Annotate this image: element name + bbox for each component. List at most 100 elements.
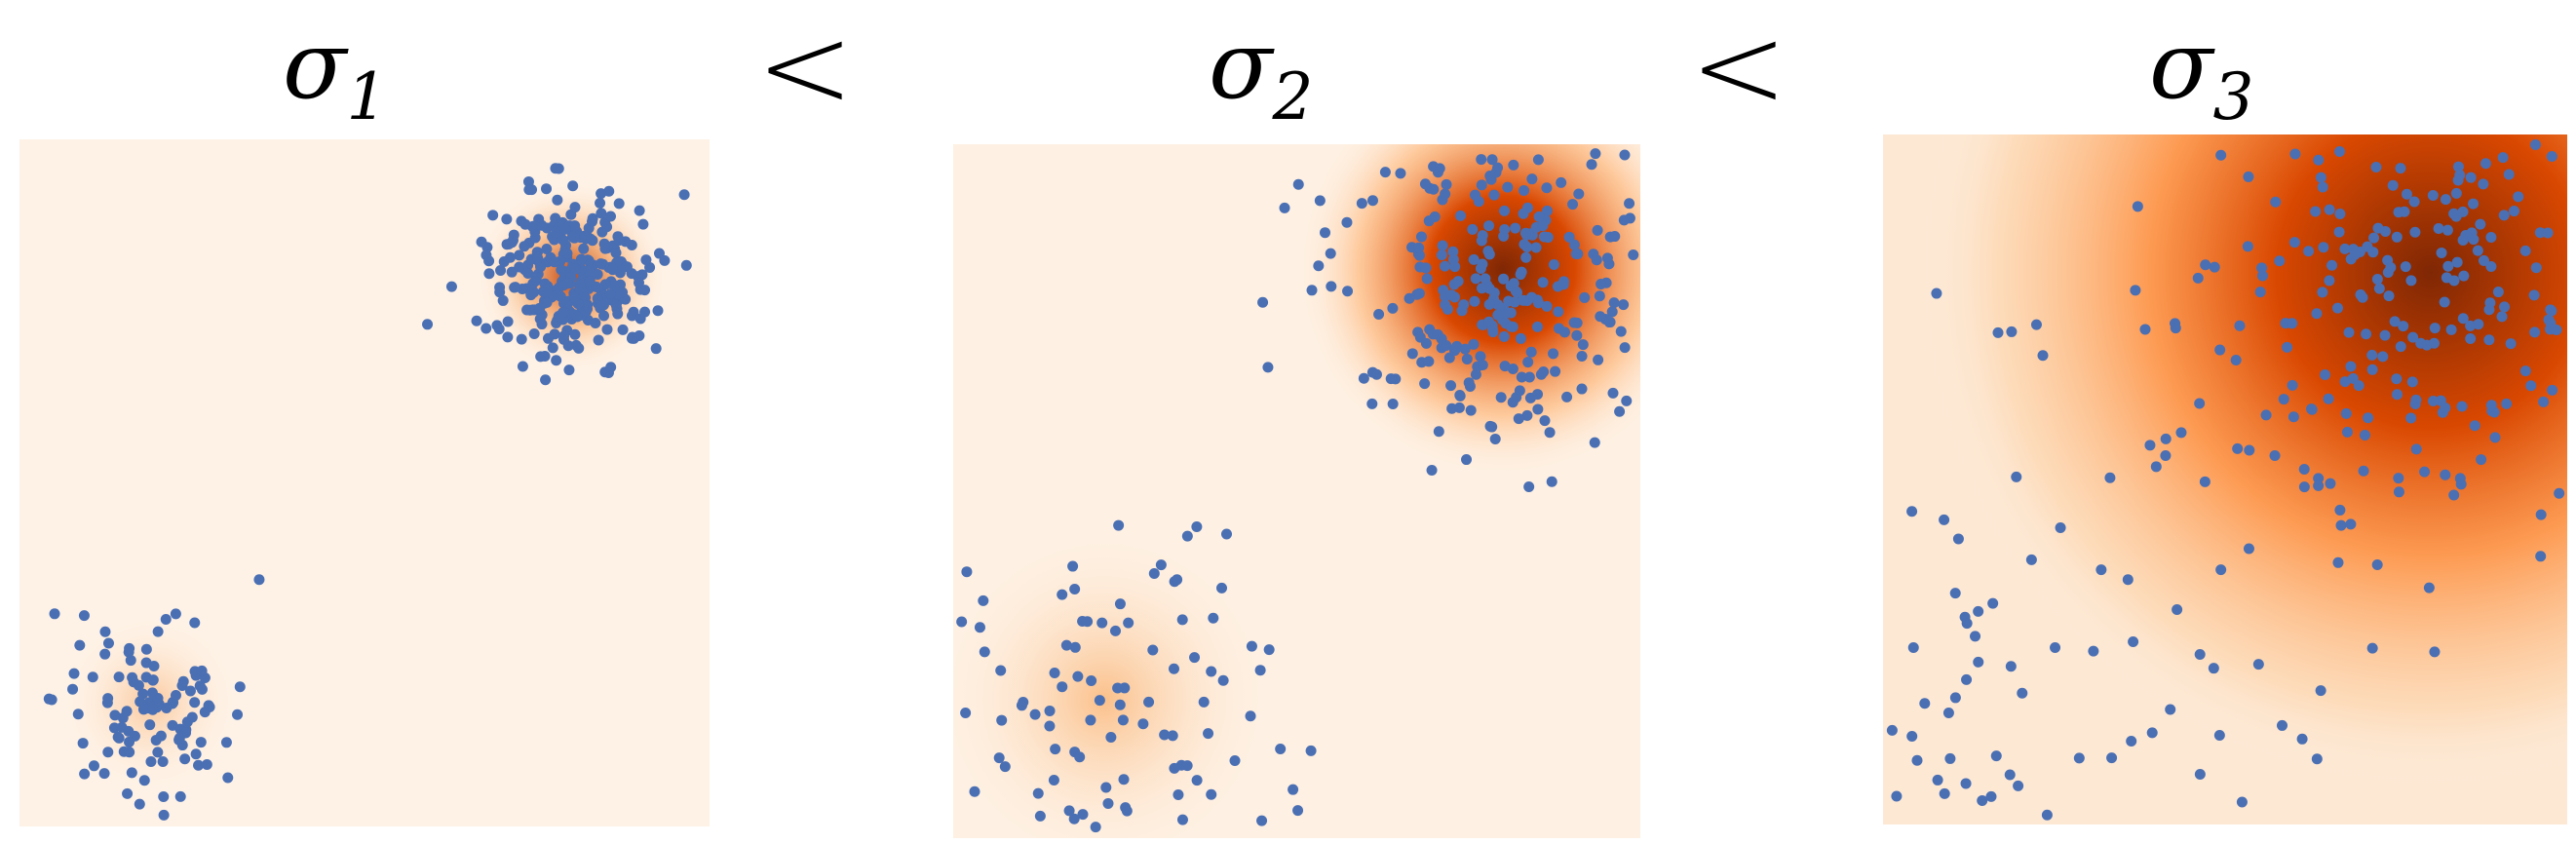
sample-point: [1576, 350, 1588, 362]
sample-point: [652, 305, 664, 317]
sample-point: [1510, 222, 1521, 234]
sample-point: [113, 732, 125, 744]
sample-point: [578, 243, 590, 254]
sample-point: [1257, 296, 1269, 308]
sample-point: [541, 243, 553, 254]
sample-point: [1931, 287, 1942, 299]
sample-point: [1406, 348, 1418, 360]
sample-point: [547, 231, 558, 243]
sample-point: [72, 709, 84, 720]
sample-point: [2406, 376, 2418, 388]
sample-point: [1932, 774, 1943, 786]
sample-point: [2441, 224, 2453, 236]
sample-point: [1541, 300, 1553, 312]
sample-point: [1499, 361, 1511, 372]
sample-point: [190, 748, 202, 760]
sample-point: [1403, 292, 1415, 304]
sample-point: [2483, 304, 2495, 316]
sample-point: [595, 258, 606, 270]
sample-point: [1206, 788, 1217, 800]
sample-point: [2050, 642, 2061, 654]
sample-point: [1172, 574, 1183, 586]
sample-point: [617, 287, 629, 298]
sample-point: [2243, 543, 2254, 555]
sample-point: [519, 218, 531, 230]
sample-point: [2017, 687, 2028, 699]
sample-point: [67, 683, 79, 695]
sample-point: [1526, 173, 1538, 185]
sample-point: [126, 767, 137, 779]
sample-point: [1539, 415, 1551, 427]
sample-point: [1254, 665, 1266, 676]
sample-point: [2073, 752, 2085, 764]
sample-point: [607, 264, 619, 276]
sample-point: [610, 247, 622, 258]
sample-point: [140, 643, 152, 655]
sample-point: [1420, 337, 1432, 349]
sample-point: [1470, 273, 1481, 285]
sample-point: [99, 626, 111, 637]
sample-point: [1074, 751, 1086, 763]
sample-point: [1325, 248, 1336, 259]
sample-point: [1385, 373, 1397, 385]
sample-point: [2457, 313, 2469, 325]
sample-point: [2343, 326, 2355, 338]
sample-point: [2448, 208, 2460, 219]
sample-point: [610, 299, 622, 311]
sample-point: [128, 676, 139, 688]
sample-point: [603, 185, 615, 197]
sample-point: [1603, 258, 1615, 270]
sample-point: [563, 364, 575, 376]
sample-point: [1579, 291, 1591, 303]
sample-point: [979, 646, 990, 658]
sample-point: [2451, 256, 2463, 268]
sample-point: [2288, 237, 2300, 249]
sample-point: [124, 642, 135, 654]
sample-point: [1176, 814, 1188, 825]
sample-point: [2359, 429, 2370, 441]
sample-point: [598, 238, 610, 249]
sample-point: [2363, 412, 2374, 424]
sample-point: [2030, 319, 2042, 330]
sample-point: [2209, 261, 2220, 273]
sample-point: [158, 791, 170, 803]
sample-point: [575, 253, 587, 265]
sample-point: [2194, 648, 2206, 660]
sample-point: [2104, 472, 2116, 483]
sample-point: [650, 343, 662, 355]
panel-backgrounds: [19, 134, 2567, 838]
sample-point: [1419, 178, 1431, 190]
sample-point: [549, 256, 560, 268]
sample-point: [43, 693, 55, 705]
sample-point: [1483, 298, 1495, 310]
sample-point: [1498, 230, 1510, 242]
sample-point: [2323, 393, 2334, 404]
sample-point: [637, 218, 649, 230]
sample-point: [502, 316, 514, 327]
sample-point: [2276, 719, 2288, 731]
sample-point: [1521, 242, 1533, 253]
sample-point: [1468, 253, 1480, 265]
sample-point: [1614, 405, 1626, 417]
sample-point: [2499, 301, 2511, 313]
sample-point: [1044, 705, 1056, 716]
sample-point: [1096, 617, 1108, 629]
sample-point: [516, 333, 527, 345]
sample-point: [1606, 306, 1618, 318]
sample-point: [1618, 214, 1630, 226]
sample-point: [1168, 663, 1179, 674]
sample-point: [1486, 154, 1498, 166]
sample-point: [494, 287, 506, 298]
sample-point: [2055, 521, 2066, 533]
sample-point: [1206, 666, 1217, 677]
sample-point: [2393, 486, 2404, 498]
sample-point: [2433, 223, 2444, 235]
sample-point: [2269, 449, 2281, 461]
sample-point: [569, 220, 581, 232]
sample-point: [1105, 732, 1117, 744]
sample-point: [471, 315, 482, 326]
sample-point: [639, 306, 651, 318]
sample-point: [2095, 564, 2107, 576]
sample-point: [1586, 159, 1597, 171]
